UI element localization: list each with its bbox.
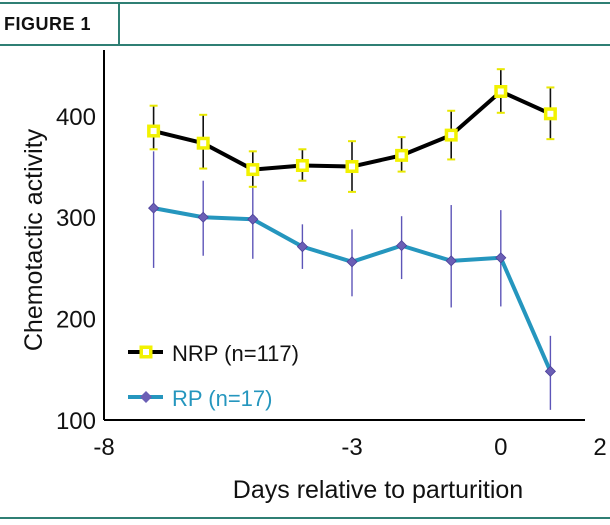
rp-point [346, 256, 358, 268]
nrp-point-center [150, 128, 157, 135]
axes [103, 50, 585, 421]
rp-point [247, 213, 259, 225]
y-tick-label: 100 [56, 408, 96, 435]
tick-labels: 100 200 300 400 -8 -3 0 2 [56, 104, 607, 461]
x-tick-label: -8 [93, 434, 114, 461]
series-markers [147, 85, 557, 377]
rp-point [197, 211, 209, 223]
nrp-point-center [349, 163, 355, 170]
legend: NRP (n=117) RP (n=17) [128, 341, 299, 411]
legend-label-rp: RP (n=17) [172, 386, 272, 411]
nrp-point-center [497, 88, 504, 95]
y-axis-label: Chemotactic activity [20, 128, 48, 351]
y-tick-label: 300 [56, 205, 96, 232]
legend-swatch-rp-marker [140, 391, 152, 403]
legend-swatch-nrp-center [143, 349, 149, 355]
y-tick-label: 400 [56, 104, 96, 131]
x-axis-label: Days relative to parturition [233, 476, 523, 504]
nrp-point-center [249, 166, 256, 173]
rp-point [396, 240, 408, 252]
figure-label: FIGURE 1 [0, 4, 120, 44]
rp-point [445, 255, 457, 267]
nrp-point-center [547, 110, 554, 117]
nrp-point-center [200, 140, 207, 147]
rp-point [148, 202, 160, 214]
rp-point [544, 365, 556, 377]
bottom-rule [0, 517, 610, 519]
nrp-point-center [299, 162, 306, 169]
x-tick-label: 2 [593, 434, 606, 461]
nrp-point-center [398, 152, 405, 159]
x-tick-label: 0 [494, 434, 507, 461]
y-tick-label: 200 [56, 307, 96, 334]
nrp-point-center [448, 132, 455, 139]
top-rule [0, 2, 610, 4]
x-tick-label: -3 [341, 434, 362, 461]
rp-point [296, 241, 308, 253]
header-rule [0, 44, 610, 46]
legend-label-nrp: NRP (n=117) [172, 341, 299, 366]
rp-point [495, 252, 507, 264]
